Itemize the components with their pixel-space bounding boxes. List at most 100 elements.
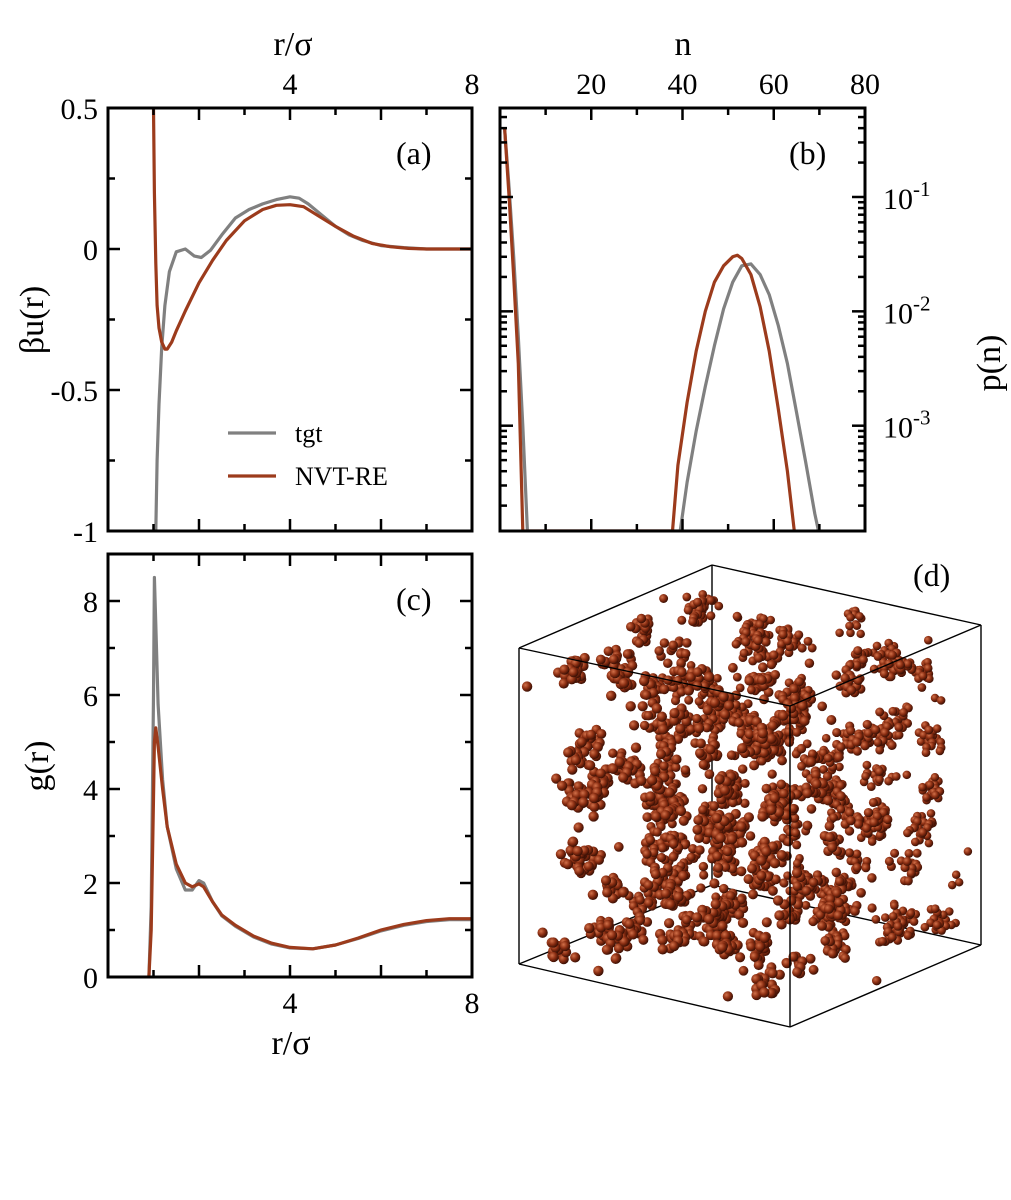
particle (834, 897, 844, 908)
particle (776, 850, 787, 861)
particle (587, 889, 599, 900)
particle (888, 911, 898, 921)
particle (737, 743, 748, 754)
particle (810, 769, 821, 780)
panel-b: 20 40 60 80 10-1 10-2 10-3 n p(n) (b) (498, 26, 1008, 533)
particle (650, 765, 661, 777)
particle (731, 639, 741, 649)
x-tick-label: 60 (759, 68, 789, 101)
particle (806, 804, 817, 814)
particle (740, 798, 750, 808)
particle (834, 752, 844, 762)
particle (573, 822, 584, 833)
y-tick-label: 10-1 (883, 177, 931, 216)
particle (766, 733, 777, 744)
particle (568, 666, 579, 678)
particle (743, 874, 754, 885)
particle (829, 813, 838, 822)
particle (779, 878, 789, 888)
particle (831, 867, 842, 878)
y-axis-title: βu(r) (14, 286, 51, 354)
y-axis-title: g(r) (19, 741, 56, 792)
particle (618, 772, 629, 783)
particle (802, 820, 813, 831)
particle (858, 655, 868, 665)
particle (628, 929, 639, 940)
particle (717, 942, 728, 953)
particle (696, 883, 706, 893)
particle (846, 613, 855, 622)
particle (769, 745, 779, 756)
particle (699, 936, 710, 947)
particle (686, 661, 696, 670)
particle (618, 678, 630, 689)
particle (703, 913, 715, 925)
particle (651, 703, 663, 714)
particle (819, 765, 828, 774)
particle (754, 653, 764, 663)
series-line-re (151, 108, 472, 351)
particle (713, 862, 724, 873)
particle (624, 918, 635, 929)
particle (641, 690, 652, 701)
particle (698, 589, 708, 599)
particle (677, 615, 687, 625)
particle (875, 745, 885, 755)
particle (630, 742, 642, 753)
particle (678, 870, 689, 882)
y-tick-label: 6 (83, 680, 98, 713)
particle (668, 852, 679, 862)
particle (887, 932, 897, 942)
particle (758, 662, 768, 673)
particle (608, 654, 619, 665)
particle (736, 837, 748, 848)
particle (744, 675, 755, 686)
particle (863, 807, 874, 818)
particle (888, 706, 898, 716)
panel-label: (c) (396, 581, 432, 617)
particle (805, 953, 816, 964)
particle (794, 630, 804, 640)
particle (682, 638, 692, 648)
particle (797, 761, 807, 771)
particle (618, 887, 629, 898)
particle (719, 785, 731, 796)
particle (824, 821, 835, 831)
particle (639, 720, 650, 731)
particle (903, 931, 913, 941)
particle (603, 646, 614, 657)
particle (776, 919, 787, 930)
particle (817, 701, 828, 712)
particle (698, 861, 709, 872)
particle (903, 876, 913, 886)
particle (613, 842, 624, 852)
particle (652, 827, 662, 837)
particle (676, 658, 686, 668)
particle (868, 797, 878, 808)
particle (836, 804, 846, 814)
particle (766, 804, 777, 816)
particle (644, 898, 654, 908)
particle (832, 888, 842, 898)
particle (936, 696, 946, 705)
particle (757, 675, 767, 685)
particle (734, 717, 744, 728)
particle (827, 948, 838, 959)
x-axis-title: n (675, 26, 692, 63)
particle (834, 876, 845, 887)
particle (678, 815, 689, 826)
x-tick-label: 8 (465, 987, 480, 1020)
particle (852, 746, 862, 756)
particle (740, 778, 750, 788)
particle (769, 858, 781, 869)
particle (636, 613, 647, 624)
particle (559, 940, 571, 952)
particle (718, 691, 729, 702)
legend-label-tgt: tgt (295, 419, 323, 448)
particle (706, 595, 715, 605)
particle (702, 704, 713, 716)
particle (747, 863, 757, 874)
particle (562, 859, 573, 870)
particle (757, 756, 767, 766)
particle (875, 830, 885, 840)
